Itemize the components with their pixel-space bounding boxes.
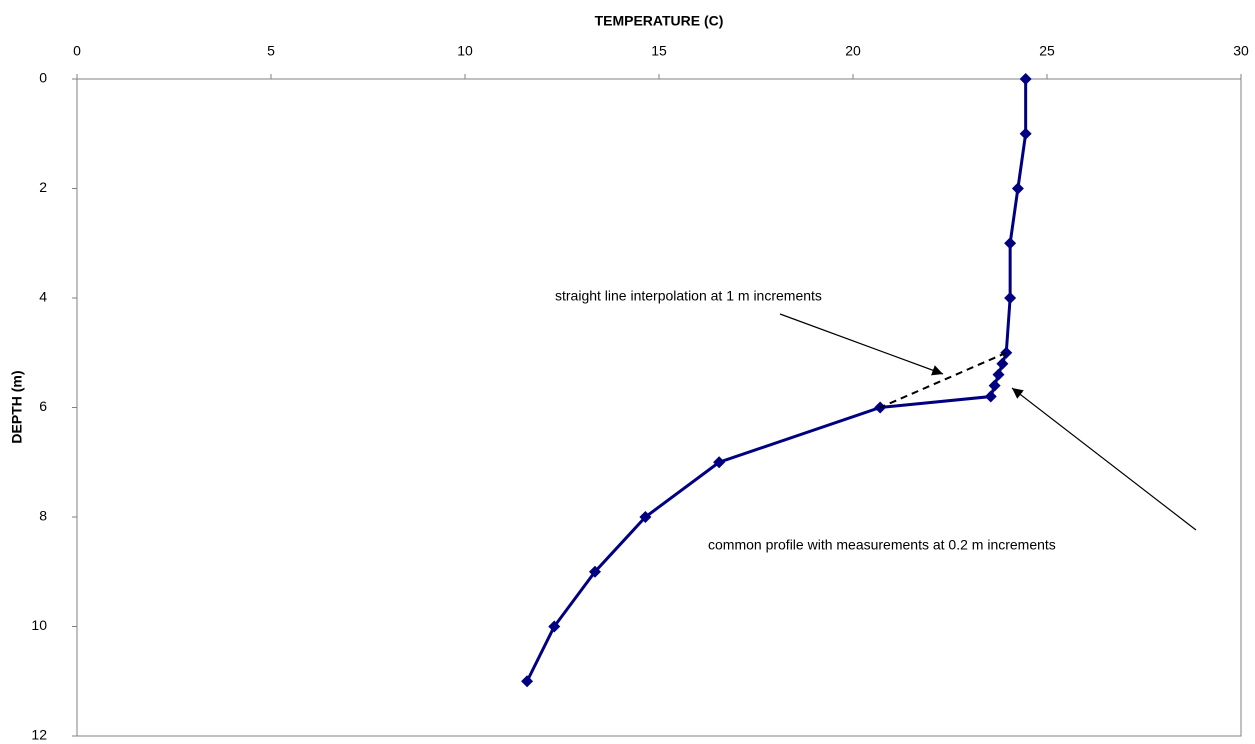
data-point bbox=[1019, 127, 1032, 140]
data-point bbox=[521, 675, 534, 688]
data-point bbox=[713, 456, 726, 469]
x-tick-label: 5 bbox=[267, 43, 275, 59]
y-tick-label: 8 bbox=[39, 508, 47, 524]
data-point bbox=[1004, 292, 1017, 304]
data-point bbox=[1011, 182, 1024, 195]
series-line bbox=[879, 351, 1007, 409]
x-tick-label: 25 bbox=[1039, 43, 1055, 59]
y-tick-label: 10 bbox=[31, 617, 47, 633]
y-tick-label: 6 bbox=[39, 398, 47, 414]
annotation: straight line interpolation at 1 m incre… bbox=[555, 288, 822, 304]
data-point bbox=[1004, 237, 1017, 250]
data-point bbox=[996, 357, 1009, 370]
data-point bbox=[1019, 73, 1032, 85]
data-point bbox=[984, 390, 997, 403]
x-tick-label: 15 bbox=[651, 43, 667, 59]
x-tick-label: 20 bbox=[845, 43, 861, 59]
data-point bbox=[988, 379, 1001, 392]
y-tick-label: 0 bbox=[39, 70, 47, 86]
data-point bbox=[588, 565, 601, 578]
x-tick-label: 10 bbox=[457, 43, 473, 59]
y-tick-label: 12 bbox=[31, 727, 47, 743]
chart-title: TEMPERATURE (C) bbox=[595, 13, 724, 29]
y-tick-label: 2 bbox=[39, 179, 47, 195]
data-point bbox=[548, 620, 561, 633]
plot-area bbox=[76, 78, 1242, 737]
data-point bbox=[639, 511, 652, 523]
y-axis-label: DEPTH (m) bbox=[9, 370, 25, 443]
y-tick-label: 4 bbox=[39, 289, 47, 305]
annotation-arrow bbox=[1011, 387, 1197, 531]
data-point bbox=[992, 368, 1005, 381]
annotation: common profile with measurements at 0.2 … bbox=[708, 537, 1056, 553]
annotation-arrow bbox=[779, 313, 944, 376]
series-line bbox=[525, 79, 1028, 682]
x-tick-label: 0 bbox=[73, 43, 81, 59]
x-tick-label: 30 bbox=[1233, 43, 1249, 59]
